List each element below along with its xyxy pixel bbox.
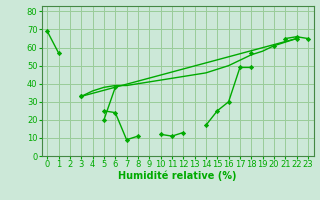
X-axis label: Humidité relative (%): Humidité relative (%) [118, 171, 237, 181]
